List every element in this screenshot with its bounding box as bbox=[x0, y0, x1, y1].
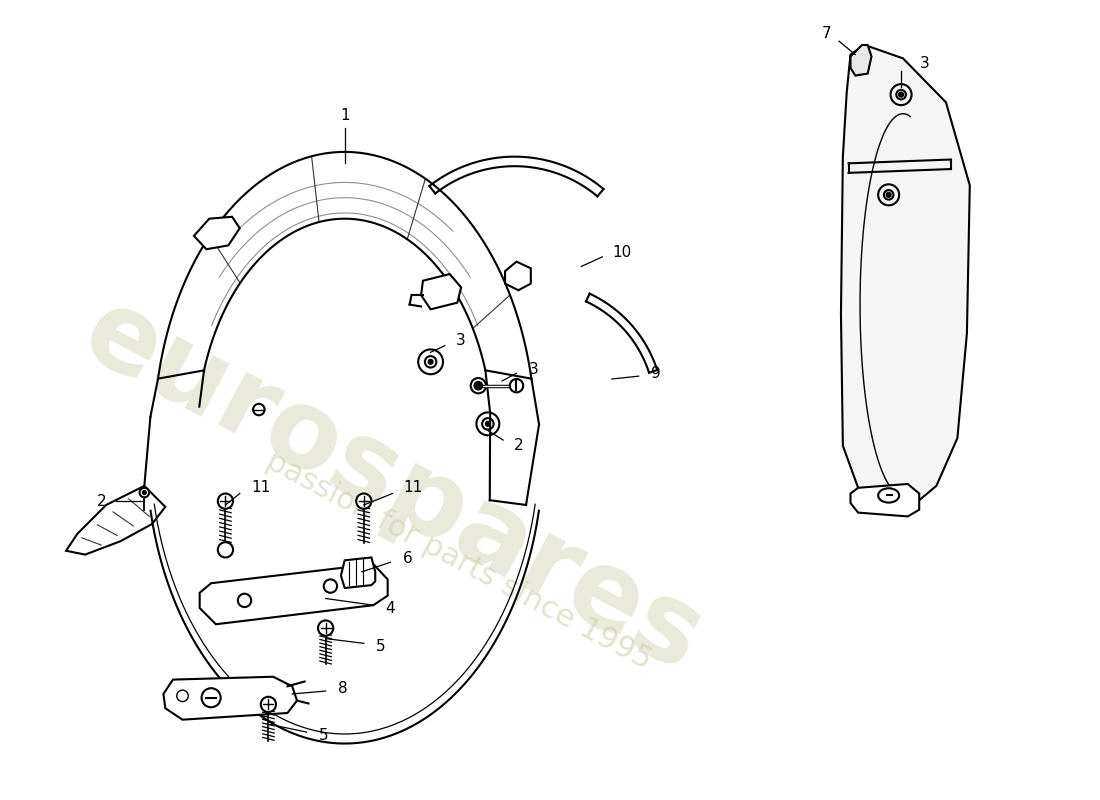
Circle shape bbox=[253, 404, 265, 415]
Text: 3: 3 bbox=[456, 334, 466, 348]
Polygon shape bbox=[850, 484, 920, 517]
Text: passion for parts since 1995: passion for parts since 1995 bbox=[262, 446, 657, 674]
Text: 4: 4 bbox=[386, 601, 395, 615]
Circle shape bbox=[318, 621, 333, 636]
Text: 2: 2 bbox=[514, 438, 524, 454]
Polygon shape bbox=[200, 564, 387, 624]
Polygon shape bbox=[66, 486, 165, 554]
Circle shape bbox=[887, 193, 891, 198]
Text: 7: 7 bbox=[822, 26, 832, 41]
Polygon shape bbox=[842, 45, 970, 510]
Text: eurospares: eurospares bbox=[65, 278, 719, 694]
Circle shape bbox=[356, 494, 372, 509]
Text: 5: 5 bbox=[319, 729, 329, 743]
Text: 3: 3 bbox=[920, 56, 929, 70]
Text: 2: 2 bbox=[97, 494, 107, 509]
Text: 11: 11 bbox=[404, 480, 424, 495]
Polygon shape bbox=[194, 217, 240, 250]
Circle shape bbox=[218, 542, 233, 558]
Text: 8: 8 bbox=[338, 681, 348, 696]
Circle shape bbox=[201, 688, 221, 707]
Text: 10: 10 bbox=[612, 245, 631, 259]
Circle shape bbox=[428, 359, 433, 364]
Circle shape bbox=[140, 488, 150, 498]
Circle shape bbox=[218, 494, 233, 509]
Circle shape bbox=[509, 379, 524, 392]
Circle shape bbox=[476, 383, 481, 388]
Circle shape bbox=[485, 422, 491, 426]
Polygon shape bbox=[341, 558, 375, 588]
Text: 1: 1 bbox=[340, 108, 350, 123]
Text: 5: 5 bbox=[376, 638, 386, 654]
Text: 3: 3 bbox=[529, 362, 539, 377]
Polygon shape bbox=[164, 677, 297, 720]
Polygon shape bbox=[505, 262, 531, 290]
Text: 11: 11 bbox=[251, 480, 271, 495]
Circle shape bbox=[142, 490, 146, 494]
Polygon shape bbox=[421, 274, 461, 310]
Text: 6: 6 bbox=[403, 551, 412, 566]
Circle shape bbox=[899, 92, 903, 97]
Circle shape bbox=[261, 697, 276, 712]
Polygon shape bbox=[850, 45, 871, 75]
Ellipse shape bbox=[878, 488, 899, 502]
Text: 9: 9 bbox=[651, 366, 661, 381]
